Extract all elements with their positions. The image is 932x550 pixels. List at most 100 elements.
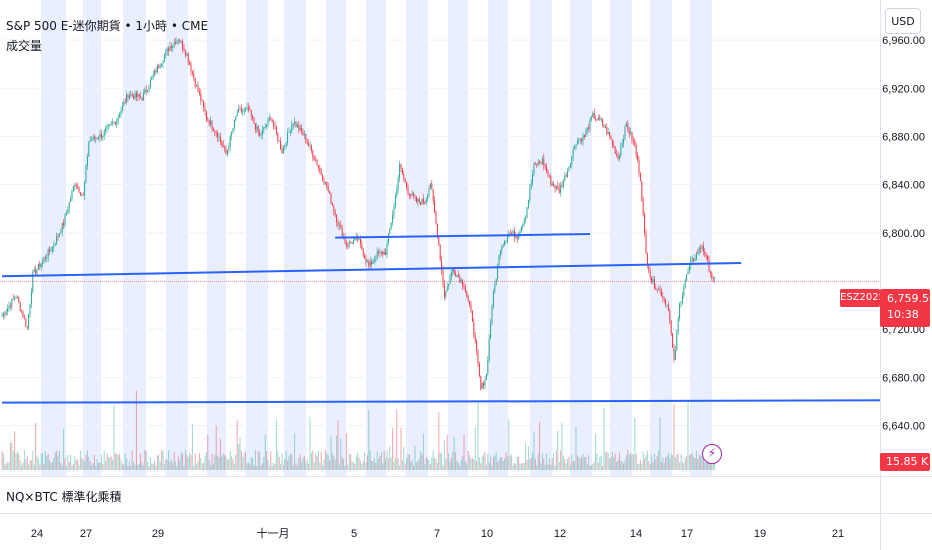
candle-body: [687, 271, 689, 275]
volume-bar: [71, 465, 73, 470]
candle-body: [312, 151, 314, 158]
volume-bar: [385, 458, 387, 470]
candle-body: [525, 217, 527, 220]
session-band: [570, 0, 592, 476]
volume-bar: [190, 454, 192, 470]
volume-bar: [366, 455, 368, 470]
volume-bar: [53, 457, 55, 470]
candle-body: [194, 78, 196, 86]
volume-bar: [320, 451, 322, 470]
volume-bar: [107, 456, 109, 470]
bar-countdown: 10:38: [887, 308, 919, 321]
candle-body: [609, 131, 611, 136]
candle-body: [278, 140, 280, 142]
candle-body: [519, 230, 521, 235]
volume-bar: [425, 457, 427, 470]
candle-body: [697, 253, 699, 255]
volume-bar: [383, 451, 385, 470]
volume-bar: [604, 452, 606, 470]
session-band: [690, 0, 712, 476]
volume-bar: [218, 457, 220, 470]
x-tick-label: 29: [152, 528, 164, 540]
candle-body: [217, 133, 219, 138]
volume-bar: [567, 458, 569, 470]
volume-bar: [309, 416, 311, 470]
candle-body: [135, 92, 137, 97]
candle-body: [190, 64, 192, 72]
volume-bar: [112, 459, 114, 470]
volume-bar: [516, 457, 518, 470]
candle-body: [404, 178, 406, 182]
volume-bar: [270, 451, 272, 470]
volume-bar: [337, 420, 339, 470]
candle-body: [214, 130, 216, 133]
volume-bar: [98, 462, 100, 470]
candle-body: [351, 242, 353, 244]
candle-body: [313, 157, 315, 160]
volume-bar: [180, 452, 182, 470]
candle-body: [327, 187, 329, 192]
candle-body: [572, 149, 574, 157]
volume-bar: [435, 458, 437, 470]
session-band: [284, 0, 306, 476]
volume-bar: [569, 465, 571, 470]
candle-body: [5, 311, 7, 315]
lightning-icon[interactable]: ⚡: [702, 444, 722, 464]
volume-bar: [672, 454, 674, 470]
candle-body: [264, 126, 266, 128]
candle-body: [435, 212, 437, 224]
candle-body: [361, 243, 363, 250]
volume-bar: [609, 458, 611, 470]
volume-bar: [389, 446, 391, 470]
candle-body: [91, 140, 93, 142]
volume-bar: [155, 465, 157, 470]
currency-button[interactable]: USD: [885, 8, 921, 34]
candle-body: [112, 122, 114, 124]
candle-body: [565, 175, 567, 177]
candle-body: [665, 299, 667, 305]
candle-body: [95, 138, 97, 139]
candle-body: [711, 273, 713, 278]
candle-body: [2, 313, 4, 317]
volume-bar: [271, 465, 273, 470]
candle-body: [89, 140, 91, 142]
volume-bar: [536, 465, 538, 470]
volume-bar: [666, 456, 668, 470]
candle-body: [127, 94, 129, 98]
volume-bar: [700, 455, 702, 470]
volume-bar: [56, 450, 58, 470]
candle-body: [527, 200, 529, 208]
volume-bar: [644, 458, 646, 470]
candle-body: [567, 170, 569, 177]
candle-body: [23, 317, 25, 319]
candle-body: [379, 251, 381, 254]
candle-body: [611, 139, 613, 145]
volume-bar: [408, 454, 410, 470]
candle-body: [533, 163, 535, 175]
volume-bar: [404, 464, 406, 470]
volume-bar: [684, 458, 686, 470]
candle-body: [607, 131, 609, 135]
candle-body: [33, 269, 35, 272]
volume-bar: [175, 461, 177, 470]
candle-body: [149, 79, 151, 87]
volume-bar: [257, 450, 259, 470]
candle-body: [522, 224, 524, 227]
candle-body: [43, 257, 45, 261]
volume-bar: [197, 461, 199, 470]
volume-bar: [628, 454, 630, 470]
volume-bar: [285, 450, 287, 470]
candle-body: [618, 155, 620, 160]
candle-body: [92, 136, 94, 141]
volume-bar: [519, 463, 521, 470]
volume-bar: [634, 418, 636, 470]
candle-body: [443, 284, 445, 298]
candle-body: [589, 119, 591, 130]
volume-bar: [470, 458, 472, 470]
volume-bars: [1, 390, 716, 470]
volume-bar: [529, 459, 531, 470]
candle-body: [344, 237, 346, 243]
candle-body: [498, 255, 500, 266]
candle-body: [140, 96, 142, 98]
